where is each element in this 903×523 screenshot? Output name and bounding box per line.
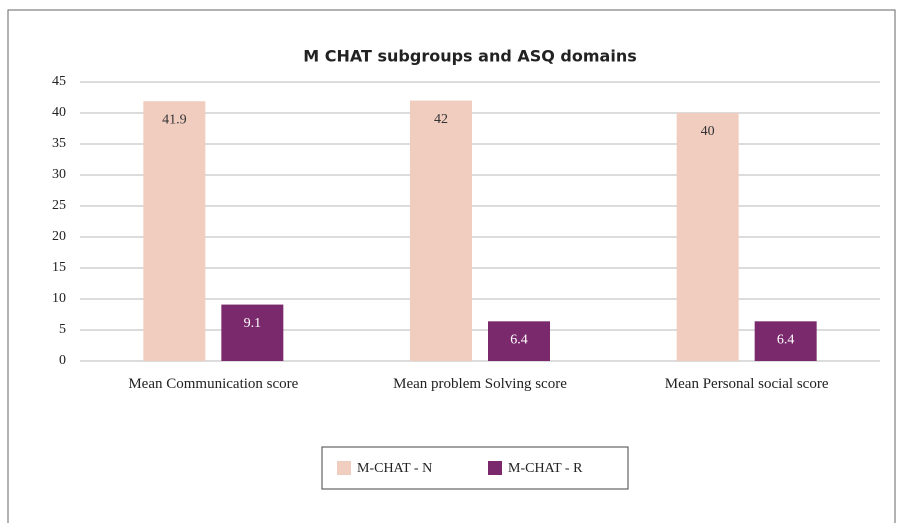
legend-box	[321, 446, 629, 490]
legend-label: M-CHAT - N	[357, 461, 432, 476]
y-tick-label: 30	[52, 167, 66, 182]
data-label: 6.4	[510, 333, 528, 348]
y-tick-label: 0	[59, 353, 66, 368]
x-tick-label: Mean Personal social score	[664, 376, 829, 392]
y-tick-label: 45	[52, 74, 66, 89]
bar	[221, 304, 284, 361]
bar	[488, 321, 550, 361]
y-tick-label: 15	[52, 260, 66, 275]
legend-label: M-CHAT - R	[508, 461, 583, 476]
bar	[754, 321, 817, 361]
y-tick-label: 20	[52, 229, 66, 244]
legend-swatch	[337, 461, 351, 475]
y-tick-label: 40	[52, 105, 66, 120]
chart-title: M CHAT subgroups and ASQ domains	[303, 47, 637, 66]
data-label: 6.4	[777, 333, 795, 348]
y-tick-label: 25	[52, 198, 66, 213]
data-label: 42	[434, 112, 448, 127]
data-label: 41.9	[162, 112, 187, 127]
y-tick-label: 35	[52, 136, 66, 151]
data-label: 40	[701, 124, 715, 139]
x-tick-label: Mean problem Solving score	[393, 376, 567, 392]
bar	[410, 100, 472, 361]
bar	[676, 113, 739, 361]
legend-swatch	[488, 461, 502, 475]
bar	[143, 101, 206, 361]
data-label: 9.1	[244, 316, 262, 331]
frame	[7, 9, 896, 523]
x-tick-label: Mean Communication score	[128, 376, 299, 392]
y-tick-label: 5	[59, 322, 66, 337]
y-tick-label: 10	[52, 291, 66, 306]
